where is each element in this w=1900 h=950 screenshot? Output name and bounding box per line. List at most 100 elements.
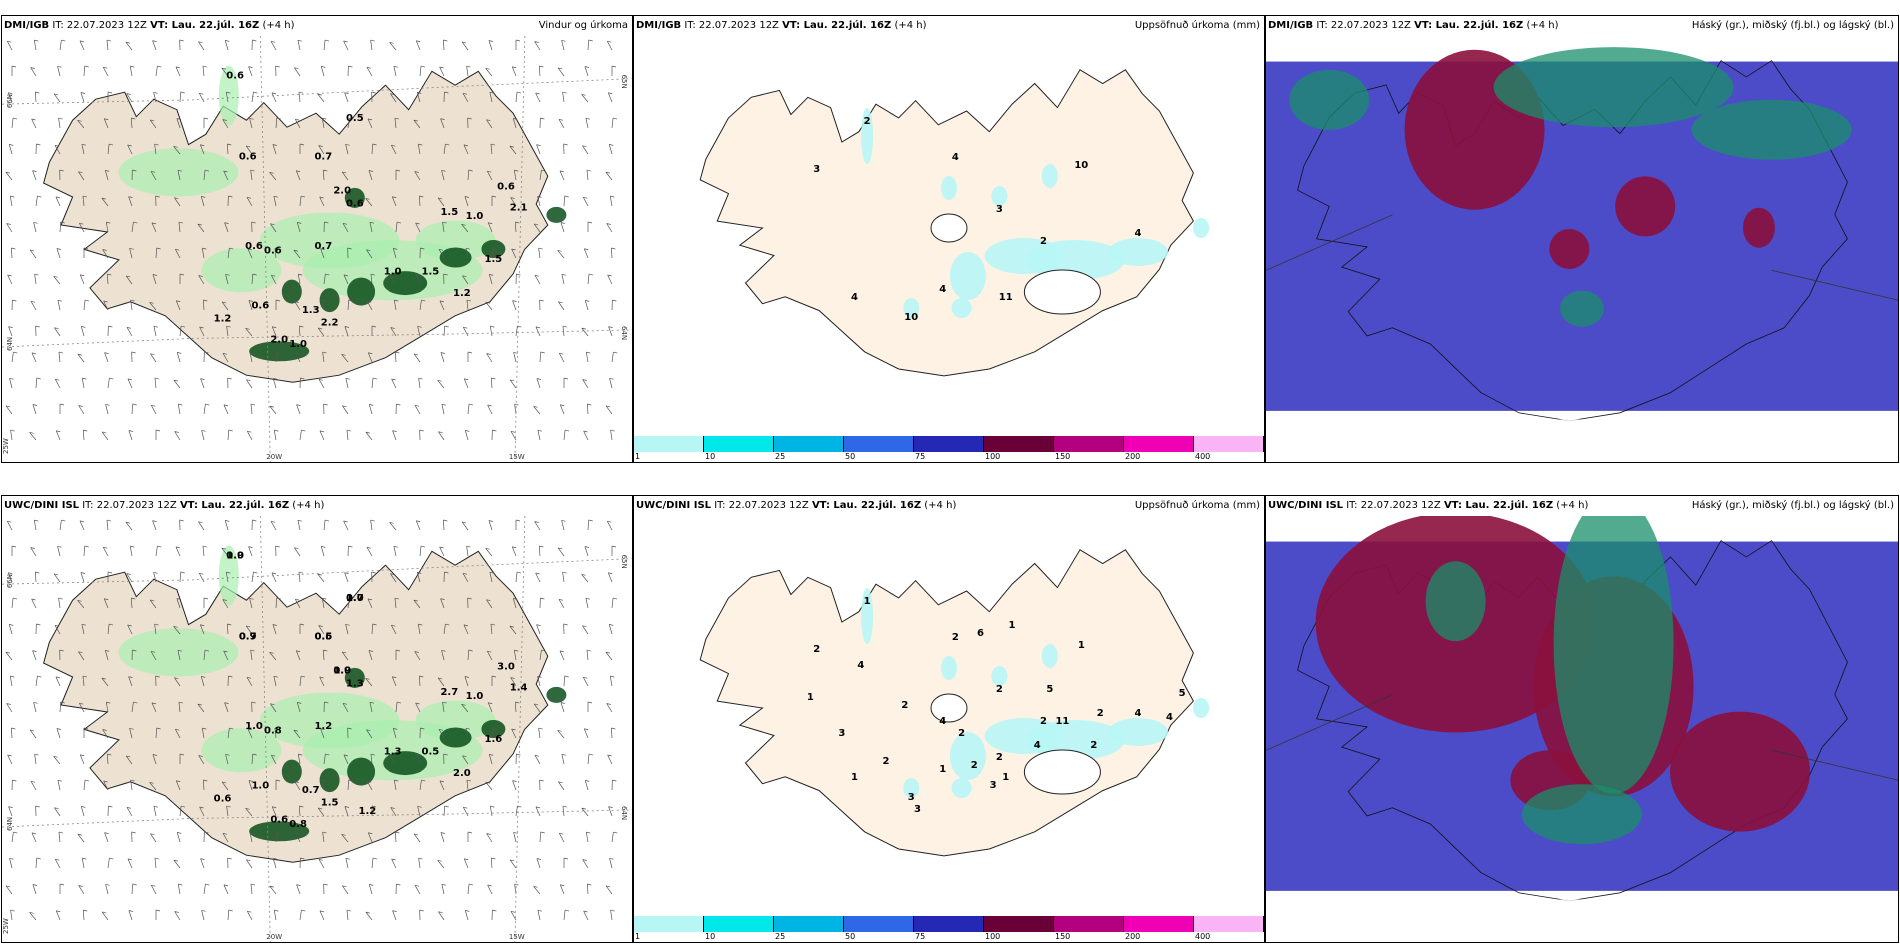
precip-value-label: 2 xyxy=(864,116,871,127)
panel-dmi-wind: DMI/IGB IT: 22.07.2023 12Z VT: Lau. 22.j… xyxy=(1,15,633,463)
precip-area xyxy=(249,821,310,842)
precip-value-label: 2 xyxy=(1097,708,1104,719)
precip-area xyxy=(1025,720,1125,760)
panel-header: UWC/DINI ISL IT: 22.07.2023 12Z VT: Lau.… xyxy=(634,496,1264,516)
precip-value-label: 4 xyxy=(851,292,858,303)
panel-uwc-cloud: UWC/DINI ISL IT: 22.07.2023 12Z VT: Lau.… xyxy=(1265,495,1899,943)
precip-value-label: 3 xyxy=(908,792,915,803)
panel-dmi-cloud: DMI/IGB IT: 22.07.2023 12Z VT: Lau. 22.j… xyxy=(1265,15,1899,463)
precip-area xyxy=(383,271,428,296)
panel-title: Háský (gr.), miðský (fj.bl.) og lágský (… xyxy=(1691,500,1894,511)
precip-value-label: 4 xyxy=(952,152,959,163)
precip-value-label: 2.0 xyxy=(270,335,288,346)
cloud-cover-map xyxy=(1266,516,1898,942)
precip-area xyxy=(415,220,496,261)
precip-value-label: 0.6 xyxy=(239,152,257,163)
model-name: UWC/DINI ISL xyxy=(4,500,80,511)
colorbar-tick-label: 10 xyxy=(704,452,716,461)
precip-value-label: 1.5 xyxy=(321,798,339,809)
precip-value-label: 4 xyxy=(1135,228,1142,239)
high-cloud-area xyxy=(1691,99,1852,160)
precip-value-label: 1.0 xyxy=(251,781,269,792)
precip-area xyxy=(344,187,365,208)
colorbar-tick-label: 25 xyxy=(774,452,786,461)
precip-value-label: 10 xyxy=(904,312,918,323)
precip-value-label: 2 xyxy=(1040,716,1047,727)
colorbar-tick-label: 1 xyxy=(635,932,641,941)
precip-value-label: 0.6 xyxy=(251,301,269,312)
precip-value-label: 1 xyxy=(864,596,871,607)
precip-value-label: 2 xyxy=(952,632,959,643)
panel-title: Vindur og úrkoma xyxy=(538,20,628,31)
colorbar-tick-label: 100 xyxy=(985,932,1001,941)
panel-header: UWC/DINI ISL IT: 22.07.2023 12Z VT: Lau.… xyxy=(4,500,325,511)
precip-value-label: 2.0 xyxy=(453,768,471,779)
model-name: UWC/DINI ISL xyxy=(1268,500,1344,511)
accumulated-precip-map: 2 3 4 3 10 11 4 4 10 2 4 xyxy=(634,36,1264,436)
precip-value-label: 1.5 xyxy=(485,254,503,265)
precip-area xyxy=(941,656,957,680)
lon-label-20w: 20W xyxy=(266,933,282,941)
panel-title: Uppsöfnuð úrkoma (mm) xyxy=(1134,500,1260,511)
precip-value-label: 11 xyxy=(1055,716,1069,727)
precip-value-label: 4 xyxy=(939,716,946,727)
precip-area xyxy=(941,176,957,200)
precip-value-label: 0.6 xyxy=(270,815,288,826)
precip-value-label: 1.2 xyxy=(314,721,332,732)
precip-value-label: 2 xyxy=(996,684,1003,695)
precip-value-label: 2 xyxy=(958,728,965,739)
precip-value-label: 0.7 xyxy=(302,785,320,796)
glacier xyxy=(930,693,968,723)
precip-value-label: 0.5 xyxy=(422,747,440,758)
accumulated-precip-map: 1 2 2 2 1 1 1 1 3 2 4 4 1 6 5 4 2 11 2 2 4 2 3 2 2 3 5 4 1 2 3 xyxy=(634,516,1264,916)
colorbar-tick-label: 1 xyxy=(635,452,641,461)
precip-value-label: 3 xyxy=(990,780,997,791)
colorbar-segment xyxy=(634,436,704,452)
precip-area xyxy=(319,288,340,313)
lon-label-15w: 15W xyxy=(509,453,525,461)
precip-value-label: 3 xyxy=(813,164,820,175)
precip-area xyxy=(218,545,239,606)
panel-header: DMI/IGB IT: 22.07.2023 12Z VT: Lau. 22.j… xyxy=(1266,16,1898,36)
precip-area xyxy=(949,732,986,780)
mid-cloud-area xyxy=(1615,176,1676,237)
mid-cloud-area xyxy=(1742,207,1775,248)
precip-value-label: 3 xyxy=(996,204,1003,215)
precip-value-label: 10 xyxy=(1074,160,1088,171)
precip-area xyxy=(481,240,506,258)
precip-value-label: 0.9 xyxy=(226,551,244,562)
precip-value-label: 2 xyxy=(971,760,978,771)
precip-value-label: 1.0 xyxy=(245,721,263,732)
colorbar-tick-label: 200 xyxy=(1125,452,1141,461)
high-cloud-area xyxy=(1553,516,1674,794)
colorbar-tick-label: 150 xyxy=(1054,932,1071,941)
precip-area xyxy=(281,279,302,304)
colorbar-segment xyxy=(1193,436,1264,452)
colorbar-segment xyxy=(984,436,1054,452)
precip-value-label: 1.5 xyxy=(440,207,458,218)
colorbar-tick-label: 25 xyxy=(774,932,786,941)
graticule: 66N 65N 64N 64N 25W 20W 15W xyxy=(2,36,632,462)
precip-value-label: 1.0 xyxy=(333,666,351,677)
precip-value-label: 1.0 xyxy=(346,593,364,604)
precip-area xyxy=(383,751,428,776)
precip-area xyxy=(347,757,376,786)
precip-area xyxy=(861,108,874,164)
precip-area xyxy=(949,252,986,300)
mid-cloud-area xyxy=(1549,229,1590,269)
lon-label-25w: 25W xyxy=(2,438,10,454)
precip-value-label: 2.2 xyxy=(321,318,339,329)
panel-title: Uppsöfnuð úrkoma (mm) xyxy=(1134,20,1260,31)
colorbar-segment xyxy=(1124,436,1194,452)
lat-label-65n: 65N xyxy=(620,555,628,569)
colorbar-segment xyxy=(844,916,914,932)
colorbar-segment xyxy=(844,436,914,452)
precip-value-label: 11 xyxy=(999,292,1013,303)
precip-area xyxy=(1041,644,1058,668)
high-cloud-area xyxy=(1560,290,1604,327)
precip-value-label: 0.5 xyxy=(346,113,364,124)
precip-value-label: 0.7 xyxy=(239,632,257,643)
precip-area xyxy=(281,759,302,784)
precip-value-label: 1.4 xyxy=(510,683,528,694)
precip-value-label: 1.3 xyxy=(346,678,364,689)
